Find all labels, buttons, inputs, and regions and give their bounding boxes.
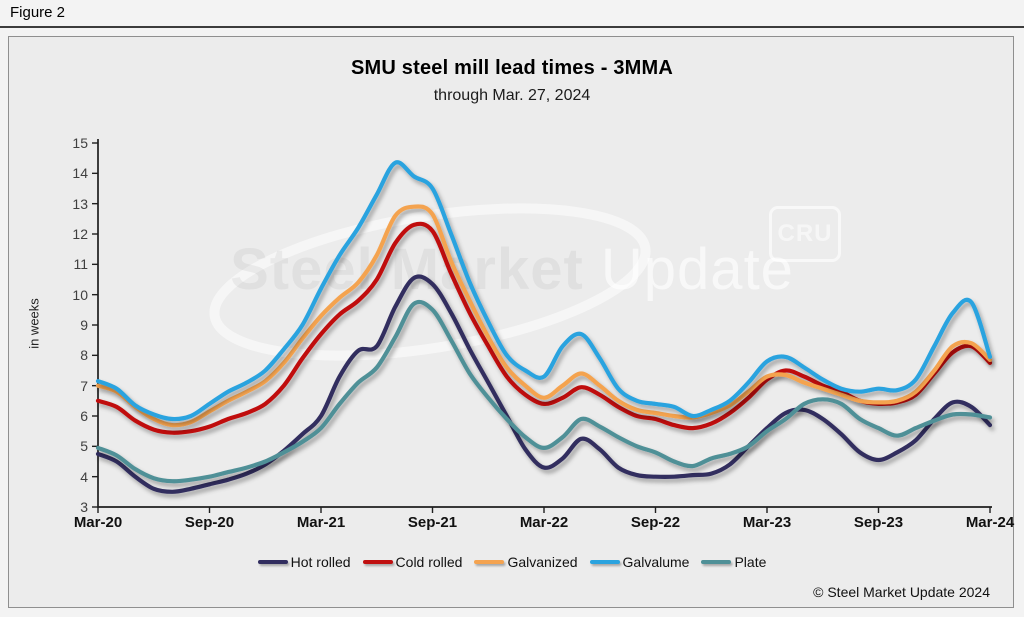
- x-tick-label: Mar-21: [296, 514, 346, 531]
- legend-swatch: [257, 559, 288, 565]
- top-divider: [0, 26, 1024, 28]
- copyright-text: © Steel Market Update 2024: [813, 584, 990, 600]
- y-tick-label: 12: [72, 226, 88, 242]
- legend-item-plate: Plate: [701, 554, 766, 570]
- y-tick-label: 13: [72, 195, 88, 212]
- legend-swatch: [589, 559, 620, 565]
- y-tick-label: 15: [72, 135, 88, 151]
- legend-label: Plate: [734, 554, 767, 570]
- x-tick-label: Mar-22: [519, 514, 569, 531]
- legend-item-galvanized: Galvanized: [474, 554, 578, 570]
- chart-title: SMU steel mill lead times - 3MMA: [350, 57, 674, 79]
- y-tick-label: 9: [80, 317, 88, 333]
- figure-label: Figure 2: [10, 4, 66, 21]
- legend-label: Hot rolled: [290, 554, 351, 570]
- x-tick-label: Mar-20: [73, 514, 123, 531]
- x-tick-label: Mar-23: [742, 514, 792, 531]
- x-tick-label: Sep-23: [853, 514, 904, 531]
- legend-label: Cold rolled: [395, 554, 463, 570]
- x-tick-label: Mar-24: [965, 514, 1015, 531]
- legend-item-galvalume: Galvalume: [589, 554, 690, 570]
- legend-item-hot-rolled: Hot rolled: [257, 554, 351, 570]
- y-tick-label: 3: [80, 499, 88, 515]
- x-tick-label: Sep-21: [407, 514, 458, 531]
- y-tick-label: 7: [80, 377, 88, 394]
- y-tick-label: 8: [80, 347, 88, 364]
- y-axis-title: in weeks: [26, 298, 42, 349]
- legend-label: Galvanized: [507, 554, 578, 570]
- chart-subtitle: through Mar. 27, 2024: [433, 87, 591, 104]
- legend-swatch: [701, 559, 732, 565]
- legend-item-cold-rolled: Cold rolled: [362, 554, 463, 570]
- y-tick-label: 6: [80, 408, 88, 424]
- y-tick-label: 14: [72, 165, 88, 182]
- legend: Hot rolled Cold rolled Galvanized Galvalume…: [0, 554, 1024, 570]
- y-tick-label: 4: [80, 468, 88, 485]
- y-tick-label: 10: [72, 286, 88, 303]
- y-tick-label: 11: [73, 256, 88, 273]
- y-tick-label: 5: [80, 438, 88, 455]
- legend-swatch: [362, 559, 393, 565]
- legend-label: Galvalume: [622, 554, 690, 570]
- legend-swatch: [474, 559, 505, 565]
- x-tick-label: Sep-20: [184, 514, 235, 531]
- x-tick-label: Sep-22: [630, 514, 681, 531]
